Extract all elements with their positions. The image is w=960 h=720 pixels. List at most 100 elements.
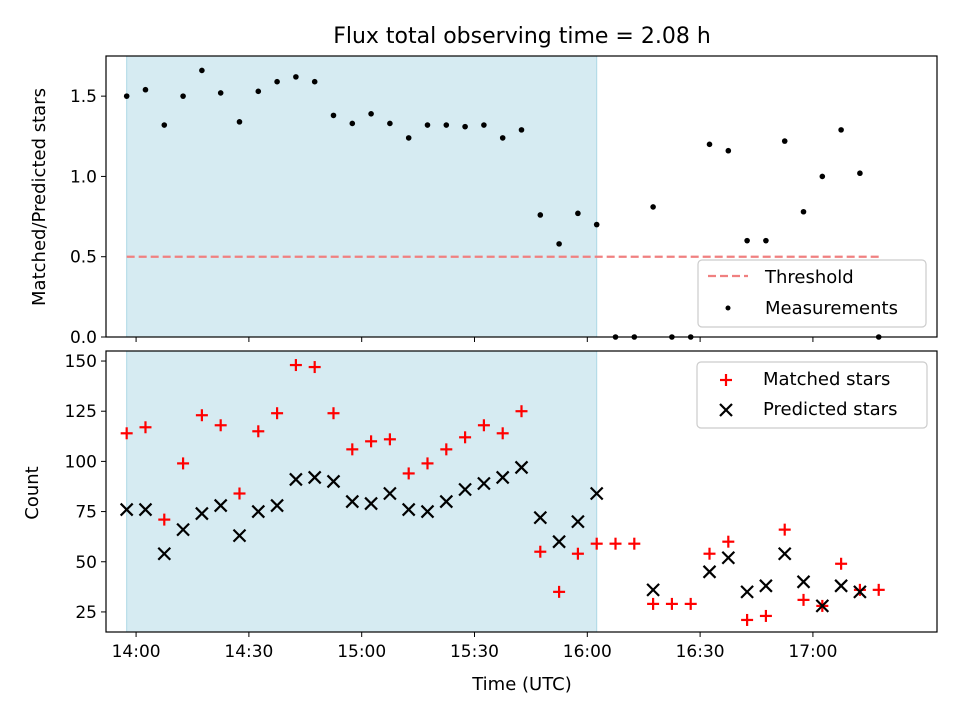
predicted-star-point [439, 494, 454, 509]
predicted-star-stroke [157, 546, 172, 561]
x-tick-label: 16:00 [563, 642, 612, 662]
predicted-star-point [759, 579, 773, 593]
measurement-point [293, 74, 299, 80]
bottom-panel: 25 50 75 100 125 150 14:00 14:30 15:00 15:30 16:00… [65, 350, 938, 662]
measurement-point [330, 112, 337, 119]
predicted-star-stroke [289, 472, 303, 487]
predicted-star-point [853, 585, 867, 599]
predicted-star-stroke [119, 502, 134, 517]
matched-star-point [647, 597, 660, 610]
measurement-point [405, 135, 412, 141]
predicted-star-stroke [176, 522, 190, 537]
predicted-star-stroke [514, 460, 529, 475]
predicted-star-stroke [796, 575, 811, 589]
top-y-tick-label: 1.5 [70, 87, 97, 107]
matched-star-point [778, 523, 791, 536]
predicted-star-point [477, 476, 491, 491]
bottom-y-tick-label: 125 [65, 402, 97, 422]
predicted-star-stroke [401, 502, 416, 517]
top-observing-window [126, 55, 598, 338]
measurement-point [575, 210, 581, 217]
predicted-star-stroke [552, 534, 566, 549]
measurement-point [255, 88, 262, 95]
measurement-point [161, 122, 168, 128]
measurement-point [368, 111, 374, 117]
top-axes-frame [105, 55, 938, 338]
predicted-star-stroke [439, 494, 454, 509]
measurement-point [311, 78, 318, 85]
measurement-point [123, 93, 130, 99]
predicted-star-point [514, 460, 529, 475]
matched-star-point [684, 597, 697, 610]
measurement-point [349, 120, 356, 127]
predicted-star-point [364, 496, 378, 511]
matched-star-point [327, 407, 340, 420]
matched-star-point [759, 609, 772, 622]
matched-star-point [722, 535, 735, 548]
matched-star-point [553, 585, 566, 598]
predicted-star-stroke [834, 579, 848, 593]
predicted-star-point [815, 599, 830, 613]
predicted-star-stroke [571, 514, 585, 529]
predicted-star-point [834, 579, 848, 593]
bottom-axes-frame [105, 350, 938, 633]
predicted-star-point [646, 583, 660, 597]
predicted-star-stroke [213, 498, 228, 513]
predicted-star-point [195, 506, 209, 521]
top-y-axis-label: Matched/Predicted stars [29, 88, 50, 306]
measurement-point [537, 212, 544, 218]
predicted-star-point [251, 504, 266, 519]
matched-star-point [703, 547, 716, 560]
matched-star-point [853, 583, 866, 596]
measurement-point [763, 237, 769, 244]
legend-top-box [697, 259, 927, 328]
measurement-point [462, 123, 468, 130]
matched-star-point [515, 405, 528, 418]
matched-star-point [271, 407, 284, 420]
chart-title: Flux total observing time = 2.08 h [333, 24, 711, 49]
predicted-star-stroke [815, 599, 830, 613]
measurement-point [650, 204, 656, 210]
predicted-star-point [721, 550, 736, 565]
matched-star-point [365, 435, 378, 448]
predicted-star-stroke [138, 502, 153, 517]
predicted-star-stroke [759, 579, 773, 593]
x-tick-label: 17:00 [788, 642, 837, 662]
matched-star-point [195, 409, 208, 422]
measurement-point [556, 241, 562, 247]
matched-star-point [534, 545, 547, 558]
predicted-star-point [533, 510, 548, 525]
x-tick-label: 14:30 [224, 642, 273, 662]
matched-star-point [421, 457, 434, 470]
predicted-star-point [571, 514, 585, 529]
measurement-point [180, 93, 186, 99]
legend-measurements-swatch [725, 305, 731, 311]
legend-predicted-label: Predicted stars [763, 399, 897, 420]
matched-star-point [289, 359, 302, 372]
predicted-star-stroke [646, 583, 660, 597]
predicted-star-stroke [740, 585, 754, 599]
matched-star-point [158, 513, 171, 526]
predicted-star-point [777, 546, 792, 561]
predicted-star-stroke [232, 528, 247, 543]
predicted-star-stroke [458, 482, 472, 497]
predicted-star-point [796, 575, 811, 589]
matched-star-point [459, 431, 472, 444]
legend-top: Threshold Measurements [697, 259, 927, 328]
predicted-star-stroke [251, 504, 266, 519]
predicted-star-point [119, 502, 134, 517]
measurement-point [819, 173, 826, 180]
matched-star-point [252, 425, 265, 438]
x-axis-label: Time (UTC) [471, 674, 572, 695]
bottom-y-axis-label: Count [22, 466, 43, 519]
predicted-star-stroke [307, 470, 322, 485]
predicted-star-point [401, 502, 416, 517]
matched-star-point [402, 467, 415, 480]
measurement-point [744, 237, 750, 244]
bottom-y-tick-label: 100 [65, 452, 97, 472]
matched-star-point [177, 457, 190, 470]
predicted-star-point [589, 486, 604, 501]
predicted-star-point [307, 470, 322, 485]
predicted-star-point [138, 502, 153, 517]
